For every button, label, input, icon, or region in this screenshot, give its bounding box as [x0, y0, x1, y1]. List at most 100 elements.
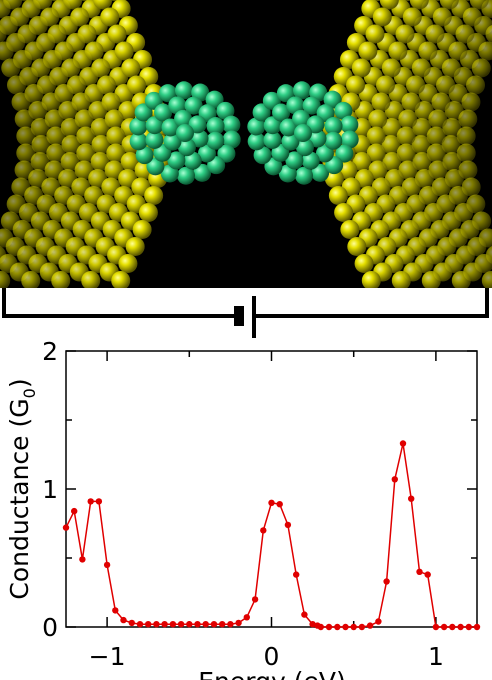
gold-atom — [455, 24, 475, 44]
carbon-atom — [276, 84, 295, 103]
gold-atom — [485, 24, 492, 44]
axis-ticks — [66, 350, 477, 628]
carbon-atom — [206, 131, 225, 150]
gold-atom — [462, 7, 482, 27]
gold-atom — [406, 75, 426, 95]
carbon-atom — [205, 90, 224, 109]
gold-atom — [0, 24, 7, 44]
gold-atom — [365, 24, 385, 44]
circuit-diagram — [2, 288, 489, 338]
data-point — [112, 607, 119, 614]
carbon-atom — [308, 129, 327, 148]
data-point — [416, 568, 423, 575]
plot-frame — [65, 350, 478, 628]
gold-atom — [40, 7, 60, 27]
gold-atom — [74, 109, 94, 129]
carbon-atom — [174, 81, 193, 100]
gold-atom — [381, 58, 401, 78]
data-point — [186, 621, 193, 628]
right-fullerene-molecule — [247, 81, 359, 185]
gold-atom — [426, 143, 446, 163]
gold-atom — [100, 7, 120, 27]
gold-atom — [442, 118, 462, 137]
carbon-atom — [252, 103, 271, 122]
gold-atom — [21, 271, 41, 288]
gold-atom — [371, 92, 391, 112]
gold-atom — [458, 109, 478, 129]
data-point — [251, 596, 259, 603]
carbon-atom — [340, 130, 359, 149]
right-gold-electrode — [321, 0, 492, 288]
carbon-atom — [177, 166, 196, 185]
gold-atom — [70, 7, 90, 27]
data-point — [449, 623, 456, 631]
gold-atom — [106, 126, 126, 146]
gold-atom — [60, 118, 80, 137]
gold-atom — [93, 0, 113, 10]
gold-atom — [126, 75, 146, 95]
data-point — [235, 619, 242, 627]
gold-atom — [441, 135, 461, 154]
carbon-atom — [184, 96, 203, 115]
carbon-atom — [306, 115, 325, 134]
gold-atom — [60, 152, 80, 171]
gold-atom — [436, 75, 456, 95]
data-point — [293, 571, 300, 578]
carbon-atom — [146, 157, 165, 176]
gold-atom — [90, 152, 110, 171]
carbon-atom — [135, 146, 154, 165]
gold-atom — [372, 7, 392, 27]
data-point — [227, 621, 234, 628]
data-point — [358, 623, 366, 631]
carbon-atom — [334, 101, 353, 120]
gold-atom — [36, 75, 56, 95]
molecular-junction-illustration — [0, 0, 492, 288]
gold-atom — [441, 58, 461, 78]
gold-atom — [66, 75, 86, 95]
x-tick-label: 0 — [264, 642, 280, 671]
carbon-atom — [222, 130, 241, 149]
gold-atom — [138, 203, 158, 222]
carbon-atom — [264, 157, 283, 176]
carbon-atom — [279, 118, 298, 137]
gold-atom — [442, 152, 462, 171]
data-point — [120, 616, 127, 624]
carbon-atom — [286, 96, 305, 115]
data-point — [103, 561, 111, 569]
gold-atom — [96, 75, 116, 95]
data-point — [71, 507, 78, 515]
gold-atom — [361, 271, 381, 288]
carbon-atom — [263, 130, 282, 149]
gold-atom — [31, 135, 51, 154]
gold-atom — [90, 118, 110, 137]
gold-atom — [31, 58, 51, 78]
data-point — [440, 623, 448, 631]
gold-atom — [44, 160, 64, 180]
data-point — [325, 623, 333, 631]
gold-atom — [411, 58, 431, 78]
gold-atom — [47, 24, 67, 44]
battery-short-plate — [234, 306, 244, 326]
x-axis-label: Energy (eV) — [198, 667, 345, 680]
data-point — [391, 476, 398, 483]
gold-atom — [401, 92, 421, 112]
gold-atom — [431, 92, 451, 112]
gold-atom — [448, 41, 468, 61]
gold-atom — [346, 75, 366, 95]
carbon-atom — [190, 129, 209, 148]
data-point — [87, 498, 94, 505]
gold-atom — [81, 271, 101, 288]
carbon-atom — [272, 103, 291, 122]
conductance-plot: −1 0 1 0 1 2 Energy (eV) Conductance (G0) — [5, 340, 481, 680]
gold-atom — [91, 58, 111, 78]
data-point — [399, 440, 407, 447]
gold-atom — [104, 160, 124, 180]
gold-atom — [17, 24, 37, 44]
carbon-atom — [295, 138, 314, 157]
data-points — [62, 440, 481, 631]
gold-atom — [366, 143, 386, 163]
data-point — [268, 499, 275, 506]
gold-atom — [458, 160, 478, 180]
carbon-atom — [324, 117, 343, 136]
